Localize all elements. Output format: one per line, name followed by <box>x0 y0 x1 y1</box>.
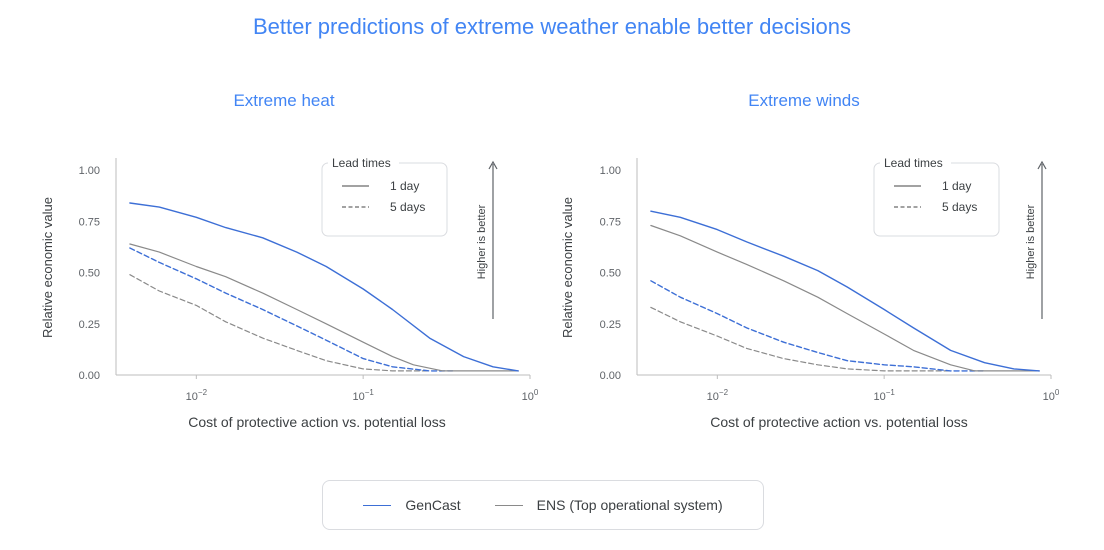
heat-ytick-label: 0.00 <box>79 370 100 382</box>
legend-label-gencast: GenCast <box>405 497 461 513</box>
winds-series-gencast-1day <box>650 210 1040 372</box>
heat-xtick-label: 10−2 <box>186 388 208 403</box>
winds-series-ens-1day <box>650 224 1040 372</box>
chart-extreme-heat-svg: Extreme heat 0.00 0.25 0.50 0.75 1.00 10−2 10−1… <box>40 91 539 430</box>
chart-extreme-winds: Extreme winds 0.00 0.25 0.50 0.75 1.00 10−2 10−… <box>552 0 1104 470</box>
heat-ytick-label: 0.25 <box>79 319 100 331</box>
heat-series-ens-5days <box>129 274 431 372</box>
heat-lead-legend-title-bg <box>328 161 399 165</box>
winds-lead-legend-title-bg <box>880 161 951 165</box>
chart-extreme-winds-svg: Extreme winds 0.00 0.25 0.50 0.75 1.00 10−2 10−… <box>560 91 1060 430</box>
winds-ytick-label: 0.75 <box>600 216 621 228</box>
winds-lead-legend-box <box>873 162 1000 237</box>
heat-series-gencast-5days <box>129 247 455 372</box>
legend-entry-ens: ENS (Top operational system) <box>494 497 723 513</box>
heat-y-axis-label: Relative economic value <box>40 197 55 338</box>
winds-ytick-label: 0.50 <box>600 268 621 280</box>
heat-lead-legend-title: Lead times <box>332 156 391 170</box>
winds-ytick-label: 0.00 <box>600 370 621 382</box>
legend-entry-gencast: GenCast <box>363 497 461 513</box>
winds-lead-legend-label-1day: 1 day <box>942 179 971 193</box>
heat-subtitle: Extreme heat <box>233 91 334 110</box>
heat-ytick-label: 0.50 <box>79 268 100 280</box>
heat-lead-legend-label-5days: 5 days <box>390 200 425 214</box>
heat-lead-legend-box <box>321 162 448 237</box>
models-legend: GenCast ENS (Top operational system) <box>322 480 764 530</box>
winds-xtick-label: 10−2 <box>707 388 729 403</box>
winds-higher-arrow-icon <box>1037 160 1047 170</box>
heat-higher-is-better-label: Higher is better <box>476 204 488 279</box>
heat-higher-arrow-icon <box>488 160 498 170</box>
heat-ytick-label: 1.00 <box>79 165 100 177</box>
winds-xtick-label: 100 <box>1043 388 1060 403</box>
winds-x-axis-label: Cost of protective action vs. potential … <box>710 414 968 430</box>
heat-lead-legend-label-1day: 1 day <box>390 179 419 193</box>
winds-higher-is-better-label: Higher is better <box>1025 204 1037 279</box>
heat-xtick-label: 10−1 <box>352 388 374 403</box>
legend-swatch-ens <box>494 504 523 506</box>
winds-xtick-label: 10−1 <box>873 388 895 403</box>
legend-swatch-gencast <box>363 504 392 506</box>
winds-subtitle: Extreme winds <box>748 91 859 110</box>
page-title: Better predictions of extreme weather en… <box>253 14 851 39</box>
heat-x-axis-label: Cost of protective action vs. potential … <box>188 414 446 430</box>
winds-series-gencast-5days <box>650 280 986 372</box>
winds-y-axis-label: Relative economic value <box>560 197 575 338</box>
heat-xtick-label: 100 <box>522 388 539 403</box>
winds-lead-legend-title: Lead times <box>884 156 943 170</box>
winds-series-ens-5days <box>650 306 952 372</box>
winds-lead-legend-label-5days: 5 days <box>942 200 977 214</box>
heat-series-gencast-1day <box>129 202 519 372</box>
chart-extreme-heat: Extreme heat 0.00 0.25 0.50 0.75 1.00 10−2 10−1… <box>0 0 552 470</box>
winds-ytick-label: 1.00 <box>600 165 621 177</box>
heat-series-ens-1day <box>129 243 519 372</box>
legend-label-ens: ENS (Top operational system) <box>536 497 723 513</box>
winds-ytick-label: 0.25 <box>600 319 621 331</box>
heat-ytick-label: 0.75 <box>79 216 100 228</box>
